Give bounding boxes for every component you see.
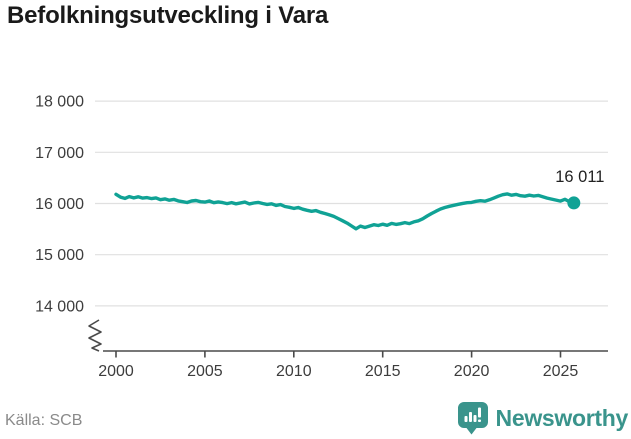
y-tick-label: 16 000 — [35, 196, 84, 213]
y-tick-label: 18 000 — [35, 94, 84, 111]
source-label: Källa: SCB — [5, 412, 83, 429]
x-tick-label: 2005 — [187, 363, 223, 380]
newsworthy-logo-text: Newsworthy — [495, 404, 629, 431]
x-tick-label: 2010 — [276, 363, 312, 380]
y-tick-label: 14 000 — [35, 298, 84, 315]
y-tick-label: 17 000 — [35, 145, 84, 162]
x-tick-label: 2025 — [543, 363, 579, 380]
newsworthy-logo[interactable]: Newsworthy — [457, 401, 628, 435]
logo-pin-shape — [457, 402, 488, 435]
x-tick-label: 2000 — [98, 363, 134, 380]
end-point-marker — [567, 196, 581, 210]
newsworthy-logo-icon — [457, 402, 488, 435]
end-value-label: 16 011 — [555, 168, 604, 186]
series-line — [114, 192, 576, 231]
chart-title: Befolkningsutveckling i Vara — [7, 2, 329, 29]
axis-break-icon — [88, 319, 102, 352]
logo-bars-icon — [464, 407, 481, 422]
y-tick-label: 15 000 — [35, 247, 84, 264]
x-tick-label: 2020 — [454, 363, 490, 380]
x-tick-label: 2015 — [365, 363, 401, 380]
